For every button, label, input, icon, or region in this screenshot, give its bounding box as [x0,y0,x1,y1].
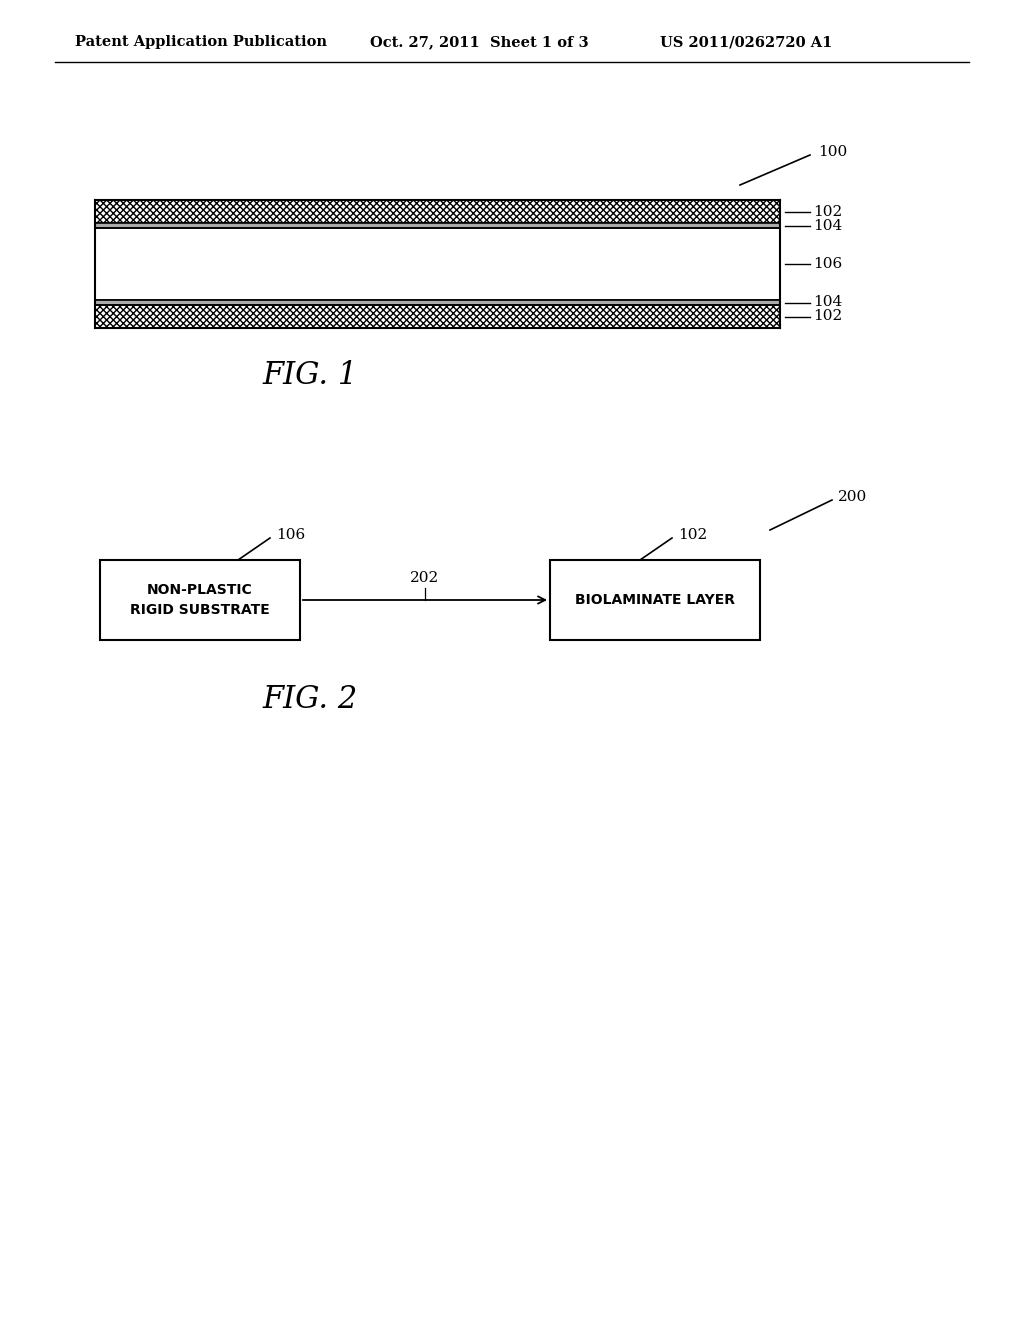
Text: 104: 104 [813,219,843,232]
Text: Oct. 27, 2011  Sheet 1 of 3: Oct. 27, 2011 Sheet 1 of 3 [370,36,589,49]
Text: 202: 202 [411,572,439,585]
Bar [95,223,780,228]
Text: 104: 104 [813,296,843,309]
Text: 106: 106 [276,528,305,543]
Text: Patent Application Publication: Patent Application Publication [75,36,327,49]
Text: 102: 102 [813,205,843,219]
Text: 102: 102 [678,528,708,543]
Bar [95,201,780,223]
Bar [550,560,760,640]
Bar [95,300,780,305]
Text: NON-PLASTIC: NON-PLASTIC [147,583,253,597]
Text: 100: 100 [818,145,847,158]
Bar [100,560,300,640]
Text: BIOLAMINATE LAYER: BIOLAMINATE LAYER [575,593,735,607]
Text: US 2011/0262720 A1: US 2011/0262720 A1 [660,36,833,49]
Text: FIG. 1: FIG. 1 [262,359,357,391]
Text: 106: 106 [813,257,843,271]
Bar [95,228,780,300]
Text: 200: 200 [838,490,867,504]
Text: 102: 102 [813,309,843,323]
Text: RIGID SUBSTRATE: RIGID SUBSTRATE [130,603,270,616]
Bar [95,305,780,327]
Text: FIG. 2: FIG. 2 [262,685,357,715]
